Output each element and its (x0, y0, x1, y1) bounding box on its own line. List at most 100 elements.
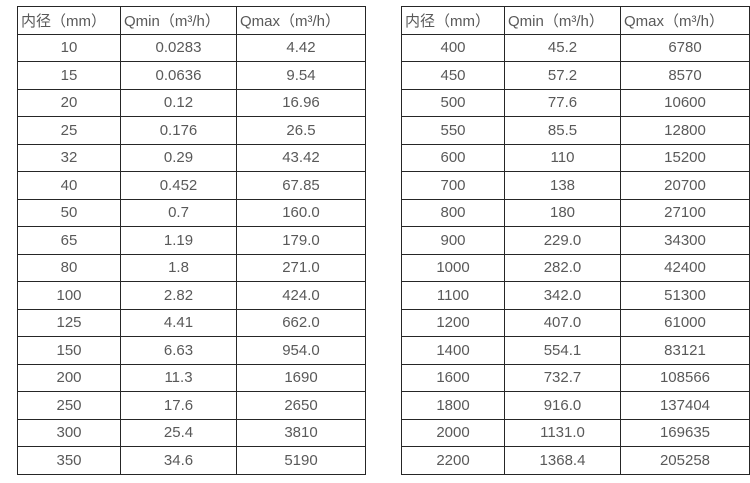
diameter-cell: 550 (401, 116, 505, 145)
qmin-cell: 34.6 (120, 446, 237, 475)
qmin-cell: 85.5 (504, 116, 621, 145)
diameter-cell: 100 (17, 281, 121, 310)
table-row: 1200 407.0 61000 (401, 308, 750, 337)
qmax-cell: 662.0 (236, 308, 366, 337)
table-row: 2200 1368.4 205258 (401, 446, 750, 475)
qmin-cell: 138 (504, 171, 621, 200)
table-row: 600 110 15200 (401, 143, 750, 172)
table-row: 15 0.0636 9.54 (17, 61, 366, 90)
diameter-cell: 600 (401, 143, 505, 172)
diameter-cell: 450 (401, 61, 505, 90)
qmax-cell: 42400 (620, 253, 750, 282)
diameter-cell: 40 (17, 171, 121, 200)
qmax-cell: 27100 (620, 198, 750, 227)
column-header: Qmin（m³/h） (120, 6, 237, 35)
qmax-cell: 15200 (620, 143, 750, 172)
qmin-cell: 0.7 (120, 198, 237, 227)
diameter-cell: 1400 (401, 336, 505, 365)
qmax-cell: 67.85 (236, 171, 366, 200)
table-row: 550 85.5 12800 (401, 116, 750, 145)
table-row: 800 180 27100 (401, 198, 750, 227)
qmax-cell: 43.42 (236, 143, 366, 172)
qmin-cell: 0.0283 (120, 33, 237, 62)
qmin-cell: 4.41 (120, 308, 237, 337)
table-row: 40 0.452 67.85 (17, 171, 366, 200)
diameter-cell: 900 (401, 226, 505, 255)
diameter-cell: 125 (17, 308, 121, 337)
table-row: 900 229.0 34300 (401, 226, 750, 255)
table-row: 400 45.2 6780 (401, 33, 750, 62)
qmax-cell: 2650 (236, 391, 366, 420)
header-row: 内径（mm） Qmin（m³/h） Qmax（m³/h） (401, 6, 750, 35)
qmax-cell: 20700 (620, 171, 750, 200)
diameter-cell: 32 (17, 143, 121, 172)
qmax-cell: 51300 (620, 281, 750, 310)
diameter-cell: 500 (401, 88, 505, 117)
column-header: Qmax（m³/h） (236, 6, 366, 35)
flow-table-small-diameters: 内径（mm） Qmin（m³/h） Qmax（m³/h） 10 0.0283 4.42 15… (17, 6, 366, 475)
qmax-cell: 61000 (620, 308, 750, 337)
header-row: 内径（mm） Qmin（m³/h） Qmax（m³/h） (17, 6, 366, 35)
column-header: 内径（mm） (17, 6, 121, 35)
table-row: 200 11.3 1690 (17, 363, 366, 392)
qmax-cell: 34300 (620, 226, 750, 255)
table-row: 80 1.8 271.0 (17, 253, 366, 282)
diameter-cell: 15 (17, 61, 121, 90)
table-row: 50 0.7 160.0 (17, 198, 366, 227)
qmax-cell: 8570 (620, 61, 750, 90)
diameter-cell: 800 (401, 198, 505, 227)
qmax-cell: 5190 (236, 446, 366, 475)
qmin-cell: 342.0 (504, 281, 621, 310)
table-row: 1400 554.1 83121 (401, 336, 750, 365)
diameter-cell: 80 (17, 253, 121, 282)
qmin-cell: 11.3 (120, 363, 237, 392)
qmax-cell: 1690 (236, 363, 366, 392)
diameter-cell: 250 (17, 391, 121, 420)
table-row: 2000 1131.0 169635 (401, 418, 750, 447)
diameter-cell: 1600 (401, 363, 505, 392)
flow-table-large-diameters: 内径（mm） Qmin（m³/h） Qmax（m³/h） 400 45.2 6780 450… (401, 6, 750, 475)
qmax-cell: 954.0 (236, 336, 366, 365)
diameter-cell: 20 (17, 88, 121, 117)
diameter-cell: 300 (17, 418, 121, 447)
table-row: 65 1.19 179.0 (17, 226, 366, 255)
diameter-cell: 700 (401, 171, 505, 200)
qmin-cell: 110 (504, 143, 621, 172)
diameter-cell: 65 (17, 226, 121, 255)
qmax-cell: 108566 (620, 363, 750, 392)
diameter-cell: 50 (17, 198, 121, 227)
qmin-cell: 180 (504, 198, 621, 227)
qmax-cell: 6780 (620, 33, 750, 62)
qmin-cell: 0.29 (120, 143, 237, 172)
diameter-cell: 25 (17, 116, 121, 145)
qmax-cell: 169635 (620, 418, 750, 447)
qmax-cell: 3810 (236, 418, 366, 447)
table-row: 32 0.29 43.42 (17, 143, 366, 172)
qmin-cell: 229.0 (504, 226, 621, 255)
table-row: 150 6.63 954.0 (17, 336, 366, 365)
qmin-cell: 0.12 (120, 88, 237, 117)
qmin-cell: 0.0636 (120, 61, 237, 90)
qmin-cell: 45.2 (504, 33, 621, 62)
table-row: 1600 732.7 108566 (401, 363, 750, 392)
table-row: 350 34.6 5190 (17, 446, 366, 475)
qmin-cell: 2.82 (120, 281, 237, 310)
diameter-cell: 1800 (401, 391, 505, 420)
table-row: 1100 342.0 51300 (401, 281, 750, 310)
table-row: 1000 282.0 42400 (401, 253, 750, 282)
qmin-cell: 732.7 (504, 363, 621, 392)
qmin-cell: 6.63 (120, 336, 237, 365)
qmax-cell: 4.42 (236, 33, 366, 62)
qmax-cell: 9.54 (236, 61, 366, 90)
diameter-cell: 350 (17, 446, 121, 475)
qmin-cell: 554.1 (504, 336, 621, 365)
table-row: 125 4.41 662.0 (17, 308, 366, 337)
qmax-cell: 205258 (620, 446, 750, 475)
qmin-cell: 1368.4 (504, 446, 621, 475)
qmax-cell: 10600 (620, 88, 750, 117)
qmax-cell: 179.0 (236, 226, 366, 255)
diameter-cell: 2200 (401, 446, 505, 475)
table-row: 25 0.176 26.5 (17, 116, 366, 145)
qmin-cell: 0.176 (120, 116, 237, 145)
